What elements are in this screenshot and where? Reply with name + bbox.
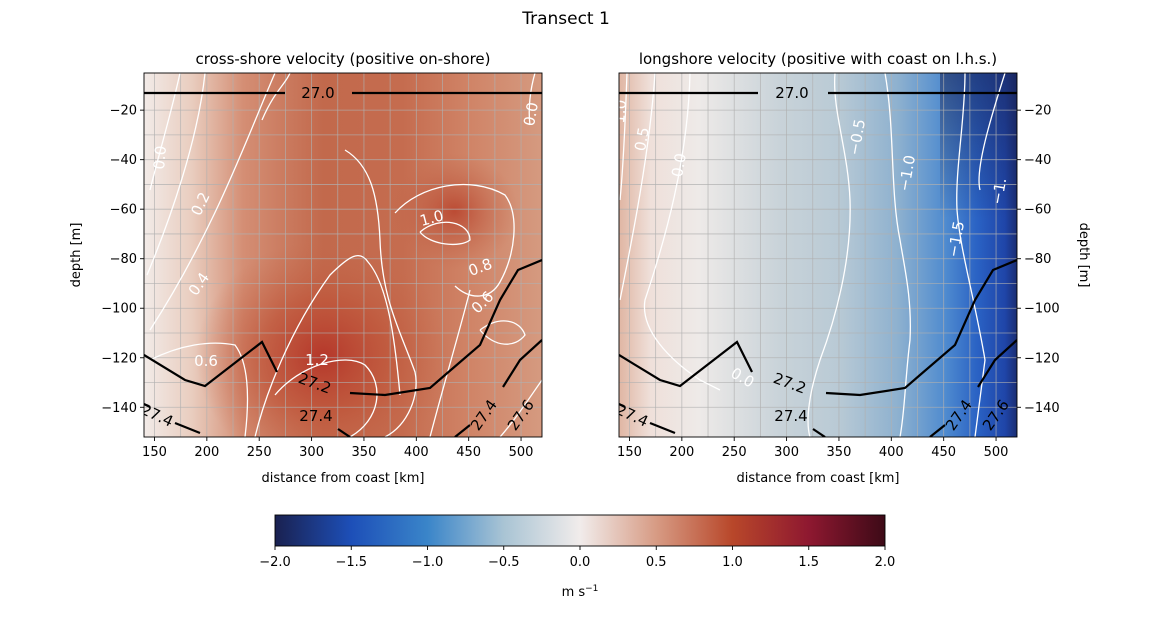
cross-shore-axes: 150 200 250 300 350 400 450 500 −20 −40 −60 −80 −100… — [101, 104, 533, 460]
colorbar-tick-label: 0.0 — [570, 555, 591, 570]
x-tick-label: 250 — [722, 445, 747, 460]
y-tick-label: −100 — [101, 302, 137, 317]
y-tick-label: −140 — [101, 401, 137, 416]
cross-shore-frame — [143, 72, 543, 438]
colorbar-tick-label: −1.0 — [412, 555, 444, 570]
colorbar-tick-label: −0.5 — [488, 555, 520, 570]
velocity-label: 0.0 — [150, 145, 170, 170]
y-tick-label: −80 — [110, 252, 137, 267]
colorbar: −2.0 −1.5 −1.0 −0.5 0.0 0.5 1.0 1.5 2.0 m s−1 — [259, 514, 895, 600]
density-label: 27.0 — [775, 84, 808, 102]
longshore-ylabel: depth [m] — [1076, 223, 1091, 288]
x-tick-label: 400 — [404, 445, 429, 460]
colorbar-tick-label: −2.0 — [259, 555, 291, 570]
y-tick-label: −20 — [110, 104, 137, 119]
x-tick-label: 300 — [299, 445, 324, 460]
longshore-panel: longshore velocity (positive with coast … — [610, 50, 1091, 486]
x-tick-label: 500 — [984, 445, 1009, 460]
y-tick-label: −60 — [110, 203, 137, 218]
colorbar-tick-label: 1.0 — [722, 555, 743, 570]
longshore-velocity-contours — [619, 73, 1006, 437]
longshore-density-contours — [619, 91, 1017, 437]
velocity-label: 1.2 — [305, 351, 329, 369]
velocity-label: 0.6 — [194, 352, 218, 370]
y-tick-label: −40 — [110, 153, 137, 168]
longshore-xlabel: distance from coast [km] — [736, 471, 899, 486]
y-tick-label: −20 — [1024, 104, 1051, 119]
cross-shore-velocity-contours — [146, 73, 542, 437]
x-tick-label: 150 — [617, 445, 642, 460]
y-tick-label: −40 — [1024, 153, 1051, 168]
longshore-deep-core — [940, 73, 1017, 437]
longshore-axes: 150 200 250 300 350 400 450 500 −20 −40 −60 −80 −100… — [617, 104, 1060, 460]
colorbar-ticks: −2.0 −1.5 −1.0 −0.5 0.0 0.5 1.0 1.5 2.0 — [259, 546, 895, 570]
density-label: 27.4 — [774, 407, 807, 425]
x-tick-label: 200 — [194, 445, 219, 460]
x-tick-label: 250 — [247, 445, 272, 460]
cross-shore-blob — [144, 73, 542, 437]
x-tick-label: 450 — [456, 445, 481, 460]
x-tick-label: 500 — [509, 445, 534, 460]
density-label: 27.4 — [299, 407, 332, 425]
longshore-title: longshore velocity (positive with coast … — [639, 50, 997, 68]
cross-shore-panel: cross-shore velocity (positive on-shore) — [69, 50, 543, 486]
y-tick-label: −140 — [1024, 401, 1060, 416]
colorbar-label: m s−1 — [562, 584, 599, 600]
cross-shore-ylabel: depth [m] — [69, 223, 84, 288]
x-tick-label: 450 — [931, 445, 956, 460]
colorbar-tick-label: 1.5 — [798, 555, 819, 570]
x-tick-label: 300 — [774, 445, 799, 460]
x-tick-label: 350 — [352, 445, 377, 460]
y-tick-label: −80 — [1024, 252, 1051, 267]
cross-shore-grid — [144, 73, 542, 437]
colorbar-tick-label: 0.5 — [646, 555, 667, 570]
velocity-label: 1.0 — [610, 99, 630, 124]
longshore-frame — [618, 72, 1018, 438]
y-tick-label: −120 — [101, 351, 137, 366]
density-label: 27.0 — [301, 84, 334, 102]
cross-shore-title: cross-shore velocity (positive on-shore) — [196, 50, 491, 68]
cross-shore-xlabel: distance from coast [km] — [261, 471, 424, 486]
cross-shore-density-contours — [144, 91, 542, 437]
x-tick-label: 350 — [827, 445, 852, 460]
y-tick-label: −120 — [1024, 351, 1060, 366]
y-tick-label: −100 — [1024, 302, 1060, 317]
colorbar-tick-label: 2.0 — [875, 555, 896, 570]
y-tick-label: −60 — [1024, 203, 1051, 218]
velocity-label: 1.0 — [418, 206, 446, 230]
velocity-label: 0.5 — [631, 126, 653, 153]
colorbar-gradient — [275, 515, 885, 546]
velocity-label: −1. — [988, 176, 1010, 206]
x-tick-label: 200 — [669, 445, 694, 460]
x-tick-label: 150 — [142, 445, 167, 460]
figure-title: Transect 1 — [521, 9, 610, 29]
colorbar-tick-label: −1.5 — [335, 555, 367, 570]
velocity-label: 0.0 — [668, 152, 690, 179]
velocity-label: 0.0 — [520, 101, 542, 128]
x-tick-label: 400 — [879, 445, 904, 460]
